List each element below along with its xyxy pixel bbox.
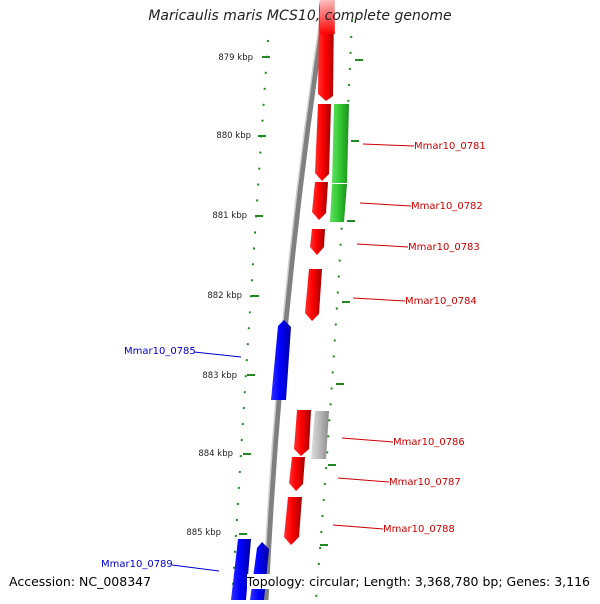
rna-genes [330, 104, 349, 222]
gene-arrow-mmar10-0786 [294, 410, 311, 456]
leader-line [341, 437, 394, 443]
rna-arrow [332, 104, 349, 183]
leader-line [332, 524, 384, 530]
reverse-genes [231, 320, 291, 600]
gene-arrow-mmar10-0781 [315, 104, 331, 181]
tick-label: 883 kbp [202, 371, 237, 381]
tick-label: 882 kbp [207, 291, 242, 301]
outer-boundary [315, 19, 353, 601]
leader-line [171, 564, 220, 572]
tick-label: 879 kbp [218, 53, 253, 63]
leader-line [193, 351, 242, 358]
genome-summary-text: Topology: circular; Length: 3,368,780 bp… [246, 574, 590, 589]
tick-label: 884 kbp [198, 449, 233, 459]
gene-label[interactable]: Mmar10_0782 [411, 201, 483, 212]
gene-arrow-mmar10-0785 [271, 320, 291, 400]
gene-label[interactable]: Mmar10_0787 [389, 477, 461, 488]
genome-backbone [263, 0, 329, 601]
label-leaders [171, 143, 415, 572]
gene-arrow-top-fade [320, 0, 335, 34]
gene-arrow-mmar10-0782 [312, 182, 328, 220]
other-feature [311, 411, 329, 459]
tick-marks [239, 56, 363, 546]
leader-line [362, 143, 415, 147]
gene-label[interactable]: Mmar10_0784 [405, 296, 477, 307]
gene-arrow-mmar10-0783 [310, 229, 325, 255]
leader-line [359, 202, 412, 207]
gene-arrow-mmar10-0789 [231, 539, 251, 600]
gene-label[interactable]: Mmar10_0781 [414, 141, 486, 152]
leader-line [352, 297, 406, 302]
gene-label[interactable]: Mmar10_0783 [408, 242, 480, 253]
tick-label: 885 kbp [186, 528, 221, 538]
forward-genes [284, 0, 335, 545]
gene-label[interactable]: Mmar10_0785 [124, 346, 196, 357]
inner-boundary [231, 39, 269, 601]
gene-arrow-mmar10-0784 [305, 269, 322, 321]
gene-arrow-mmar10-0788 [284, 497, 302, 545]
gene-label[interactable]: Mmar10_0789 [101, 559, 173, 570]
tick-label: 880 kbp [216, 131, 251, 141]
genome-backbone-highlight [262, 0, 324, 601]
gene-arrow-mmar10-0787 [289, 457, 305, 491]
gene-label[interactable]: Mmar10_0786 [393, 437, 465, 448]
tick-label: 881 kbp [212, 211, 247, 221]
gene-label[interactable]: Mmar10_0788 [383, 524, 455, 535]
map-title: Maricaulis maris MCS10, complete genome [148, 8, 452, 24]
leader-line [356, 243, 409, 248]
accession-text: Accession: NC_008347 [9, 574, 152, 589]
leader-line [337, 477, 390, 483]
rna-arrow [330, 184, 347, 222]
